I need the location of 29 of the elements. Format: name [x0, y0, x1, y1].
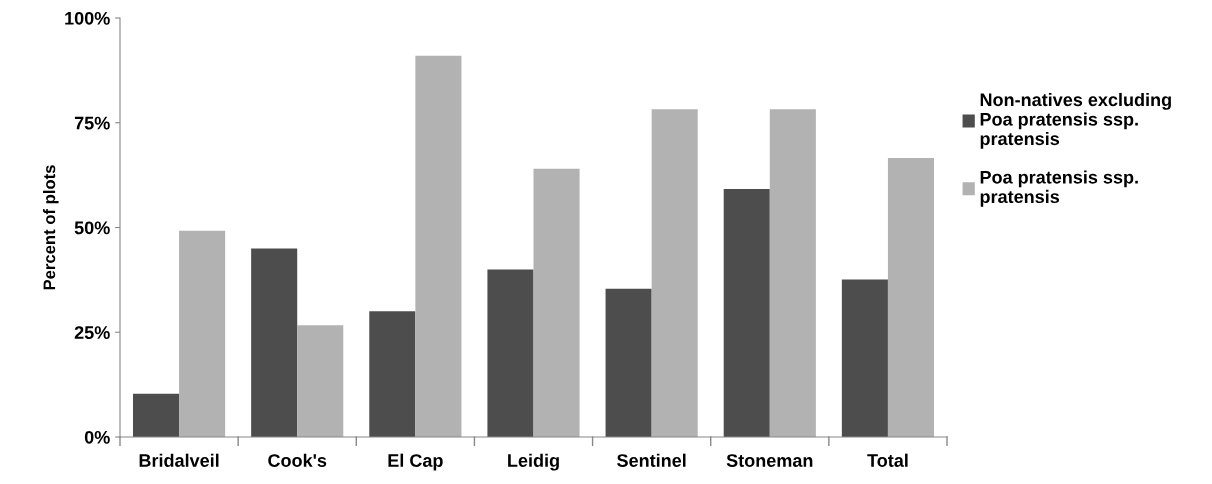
bar: [605, 288, 652, 437]
y-tick-label: 0%: [84, 430, 110, 444]
x-tick-label: Stoneman: [726, 454, 813, 467]
legend-label: Poa pratensis ssp. pratensis: [980, 170, 1138, 207]
bar: [179, 230, 226, 437]
bar: [487, 269, 534, 437]
y-tick-label: 50%: [74, 221, 110, 235]
x-tick-label: Cook's: [268, 453, 327, 467]
bar: [533, 168, 580, 437]
y-tick-label: 75%: [74, 116, 110, 130]
bar: [723, 188, 770, 437]
x-tick-label: El Cap: [388, 453, 443, 471]
x-tick-label: Leidig: [508, 453, 559, 471]
bar: [415, 55, 462, 437]
bar: [769, 109, 816, 437]
x-tick-label: Bridalveil: [139, 453, 219, 467]
x-tick-label: Total: [867, 453, 908, 467]
bar: [887, 157, 934, 437]
bar: [297, 325, 344, 437]
legend-label: Non-natives excluding Poa pratensis ssp. pratensis: [980, 92, 1171, 149]
y-axis-title: Percent of plots: [43, 165, 59, 290]
bar: [369, 311, 416, 437]
y-tick-label: 25%: [74, 326, 110, 339]
y-tick-label: 100%: [65, 11, 110, 25]
bar: [651, 109, 698, 437]
bar: [133, 393, 180, 437]
bar: [841, 279, 888, 437]
x-tick-label: Sentinel: [617, 453, 686, 467]
bar: [251, 248, 298, 437]
